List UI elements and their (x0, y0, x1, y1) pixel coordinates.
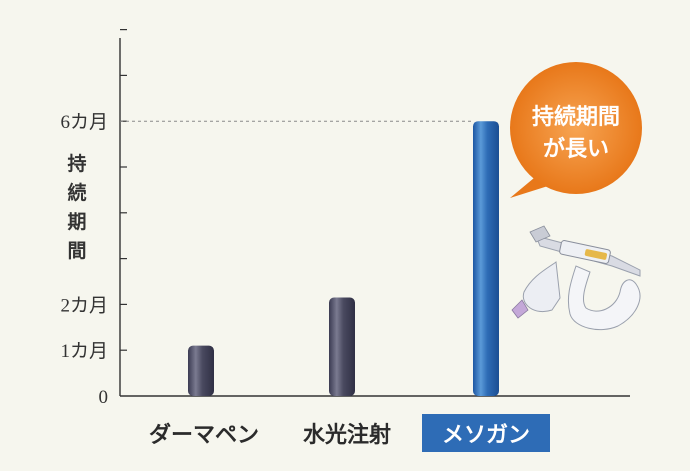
annotation-line-1: 持続期間 (532, 104, 620, 130)
y-tick-label: 2カ月 (60, 295, 108, 316)
y-tick-label: 1カ月 (60, 341, 108, 362)
annotation-bubble: 持続期間 が長い (510, 62, 642, 198)
y-tick-label: 6カ月 (60, 112, 108, 133)
x-category-label: 水光注射 (303, 422, 391, 448)
y-axis-ticks: 0 1カ月 2カ月 6カ月 (60, 29, 127, 408)
bar-3 (473, 121, 499, 396)
highlight-label-background (422, 414, 550, 452)
x-category-label: メソガン (442, 423, 530, 448)
bar-1 (188, 345, 214, 396)
bar-2 (329, 297, 355, 396)
y-axis-label-char: 持 (67, 152, 86, 175)
y-tick-label: 0 (99, 387, 109, 408)
y-axis-label-char: 間 (67, 240, 86, 262)
y-axis-label-char: 期 (67, 211, 86, 233)
annotation-line-2: が長い (543, 136, 609, 162)
y-axis-label: 持続期間 (67, 152, 86, 262)
mesogun-device-image (511, 225, 641, 330)
bars (188, 121, 499, 396)
y-axis-label-char: 続 (67, 181, 86, 204)
x-axis-labels: ダーマペン 水光注射 メソガン (149, 414, 550, 452)
x-category-label: ダーマペン (149, 422, 259, 448)
